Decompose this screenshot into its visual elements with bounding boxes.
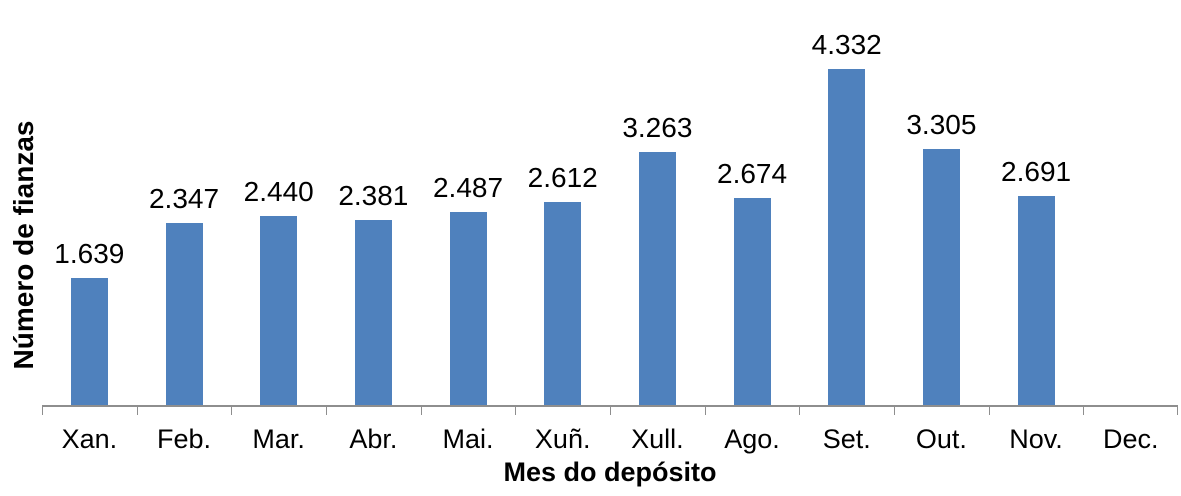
bar-cell: 1.639 — [42, 0, 137, 405]
bar-cell: 2.612 — [515, 0, 610, 405]
x-tick-label: Mai. — [442, 424, 494, 454]
x-tick-label: Xan. — [61, 424, 118, 454]
x-tick-mark — [42, 405, 43, 415]
bar — [70, 278, 108, 405]
x-axis-title: Mes do depósito — [503, 457, 717, 487]
bar-value-label: 2.487 — [432, 172, 504, 204]
x-tick-label: Ago. — [724, 424, 780, 454]
bar — [828, 69, 866, 405]
x-tick-label: Xull. — [631, 424, 684, 454]
bar — [922, 149, 960, 405]
x-tick-mark — [420, 405, 422, 415]
x-tick-label: Mar. — [252, 424, 305, 454]
bar-value-label: 2.674 — [717, 158, 788, 190]
bar-cell: 3.263 — [610, 0, 705, 405]
bar-value-label: 2.440 — [243, 176, 314, 208]
x-tick-label: Nov. — [1009, 424, 1063, 454]
bar-value-label: 2.612 — [527, 162, 598, 194]
x-axis-ticks — [42, 405, 1178, 415]
bar-value-label: 3.305 — [906, 109, 977, 141]
bar-value-label: 3.263 — [622, 112, 693, 144]
x-tick-label: Feb. — [156, 424, 212, 454]
bar-cell — [1083, 0, 1178, 405]
x-tick-label: Dec. — [1102, 424, 1159, 454]
bar — [544, 202, 582, 405]
x-axis-tick-labels: Xan. Feb. Mar. Abr. Mai. Xuñ. Xull. Ago. Set. Out… — [42, 424, 1178, 455]
bar — [260, 216, 298, 405]
x-tick-label: Out. — [915, 424, 967, 454]
bar — [165, 223, 203, 405]
bar-cell: 4.332 — [799, 0, 894, 405]
x-tick-mark — [136, 405, 138, 415]
bar-value-label: 2.347 — [148, 183, 220, 215]
x-tick-mark — [515, 405, 517, 415]
x-tick-label: Abr. — [349, 424, 398, 454]
x-tick-label: Xuñ. — [534, 424, 591, 454]
bar-cell: 2.487 — [421, 0, 516, 405]
bar-cell: 2.674 — [705, 0, 800, 405]
bar — [354, 220, 392, 405]
bar — [449, 212, 487, 405]
x-tick-mark — [610, 405, 611, 415]
bar-cell: 2.440 — [231, 0, 326, 405]
bar-value-label: 4.332 — [811, 29, 882, 61]
x-tick-mark — [894, 405, 895, 415]
y-axis-title: Número de fianzas — [8, 120, 39, 370]
x-tick-mark — [799, 405, 801, 415]
bar-value-label: 2.381 — [338, 180, 409, 212]
x-tick-label: Set. — [822, 424, 871, 454]
bar-cell: 2.381 — [326, 0, 421, 405]
bar-value-label: 1.639 — [54, 238, 125, 270]
bar-cell: 2.691 — [989, 0, 1084, 405]
bar-cell: 2.347 — [137, 0, 232, 405]
x-tick-mark — [326, 405, 327, 415]
x-tick-mark — [1083, 405, 1085, 415]
bar — [638, 152, 676, 405]
bar-value-label: 2.691 — [1001, 156, 1072, 188]
bar-cell: 3.305 — [894, 0, 989, 405]
x-tick-mark — [231, 405, 233, 415]
x-tick-mark — [988, 405, 990, 415]
plot-area: 1.639 2.347 2.440 2.381 2.487 2.612 3.263 2.674… — [42, 0, 1178, 407]
bar — [1017, 196, 1055, 405]
x-tick-mark — [1177, 405, 1178, 415]
x-tick-mark — [704, 405, 706, 415]
bar — [733, 198, 771, 405]
